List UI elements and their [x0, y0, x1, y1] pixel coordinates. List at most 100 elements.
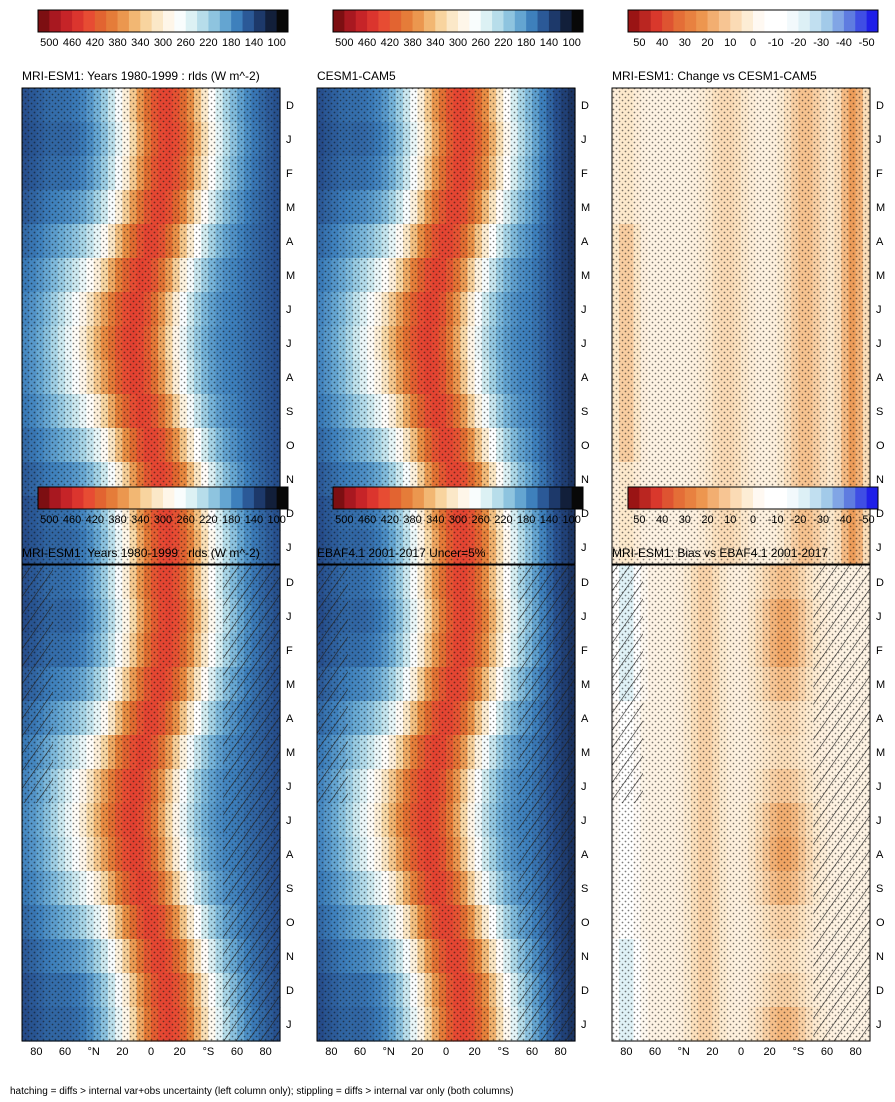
colorbar-swatch — [855, 487, 868, 509]
colorbar: 500 460 420 380 340 300 260 220 180 140 100 — [37, 9, 289, 49]
colorbar-swatch — [219, 10, 232, 32]
lat-tick-label: 20 — [469, 1046, 481, 1058]
colorbar-swatch — [401, 487, 414, 509]
colorbar-swatch — [117, 487, 130, 509]
month-tick-label: J — [286, 781, 292, 793]
month-tick-label: D — [286, 508, 294, 520]
month-tick-label: A — [876, 849, 884, 861]
colorbar-tick-label: 260 — [472, 37, 490, 49]
colorbar-swatch — [775, 487, 788, 509]
colorbar-swatch — [775, 10, 788, 32]
month-tick-label: F — [876, 168, 883, 180]
colorbar-swatch — [866, 10, 879, 32]
month-tick-label: J — [876, 304, 882, 316]
colorbar-swatch — [333, 10, 345, 32]
panel-title: EBAF4.1 2001-2017 Uncer=5% — [317, 546, 486, 560]
colorbar-swatch — [548, 487, 561, 509]
month-tick-label: M — [581, 679, 590, 691]
stippling-overlay — [22, 88, 280, 564]
colorbar-tick-label: 140 — [245, 514, 263, 526]
month-tick-label: N — [876, 951, 884, 963]
month-tick-label: D — [286, 985, 294, 997]
colorbar-tick-label: 260 — [177, 514, 195, 526]
colorbar-swatch — [446, 10, 459, 32]
colorbar-swatch — [673, 10, 686, 32]
colorbar-swatch — [571, 487, 584, 509]
colorbar-tick-label: 300 — [154, 514, 172, 526]
month-tick-label: A — [581, 236, 589, 248]
colorbar-swatch — [696, 487, 709, 509]
colorbar-swatch — [718, 487, 731, 509]
lat-tick-label: °S — [497, 1046, 509, 1058]
colorbar-swatch — [503, 487, 516, 509]
colorbar-swatch — [435, 487, 448, 509]
panel-frame — [316, 564, 576, 1042]
colorbar-swatch — [707, 487, 720, 509]
colorbar-swatch — [650, 10, 663, 32]
colorbar-tick-label: 500 — [335, 514, 353, 526]
colorbar-swatch — [832, 10, 845, 32]
colorbar-swatch — [480, 487, 493, 509]
colorbar-tick-label: -50 — [859, 37, 875, 49]
lat-tick-label: 80 — [620, 1046, 632, 1058]
hatching-overlay — [22, 565, 53, 803]
colorbar-tick-label: 500 — [40, 37, 58, 49]
colorbar-tick-label: 50 — [633, 37, 645, 49]
colorbar-swatch — [367, 487, 379, 509]
month-tick-label: S — [876, 406, 883, 418]
month-tick-label: J — [581, 134, 587, 146]
month-tick-label: J — [876, 611, 882, 623]
panel-frame — [21, 87, 281, 565]
colorbar-tick-label: 100 — [562, 514, 580, 526]
colorbar-swatch — [60, 10, 73, 32]
colorbar-tick-label: 460 — [358, 37, 376, 49]
colorbar-swatch — [106, 10, 119, 32]
month-tick-label: J — [876, 338, 882, 350]
colorbar-swatch — [378, 487, 391, 509]
colorbar-swatch — [128, 10, 141, 32]
colorbar-tick-label: 300 — [449, 514, 467, 526]
colorbar-swatch — [83, 487, 96, 509]
month-tick-label: M — [286, 202, 295, 214]
colorbar-tick-label: 20 — [701, 514, 713, 526]
month-tick-label: A — [286, 236, 294, 248]
month-tick-label: S — [581, 883, 588, 895]
panel-title: MRI-ESM1: Change vs CESM1-CAM5 — [612, 69, 817, 83]
colorbar-tick-label: 460 — [63, 514, 81, 526]
colorbar-swatch — [140, 487, 153, 509]
colorbar-tick-label: 180 — [517, 37, 535, 49]
month-tick-label: A — [581, 372, 589, 384]
month-tick-label: D — [581, 508, 589, 520]
month-tick-label: A — [876, 713, 884, 725]
colorbar: 500 460 420 380 340 300 260 220 180 140 100 — [37, 486, 289, 526]
month-tick-label: M — [876, 679, 885, 691]
colorbar-swatch — [787, 10, 799, 32]
colorbar-swatch — [412, 487, 425, 509]
colorbar-swatch — [809, 487, 822, 509]
colorbar-tick-label: 140 — [540, 37, 558, 49]
month-tick-label: J — [581, 1019, 587, 1031]
panel-middle-left: 80 60 °N 20 0 20 °S 60 80 D J F M A M J J A S O N D J EBAF4.1 2… — [316, 486, 590, 1058]
lat-tick-label: 0 — [443, 1046, 449, 1058]
colorbar-swatch — [401, 10, 414, 32]
colorbar-tick-label: 180 — [222, 37, 240, 49]
colorbar-swatch — [94, 10, 107, 32]
month-tick-label: J — [876, 134, 882, 146]
month-tick-label: J — [876, 781, 882, 793]
lat-tick-label: 60 — [649, 1046, 661, 1058]
lat-tick-label: 20 — [174, 1046, 186, 1058]
lat-tick-label: 60 — [821, 1046, 833, 1058]
colorbar-swatch — [548, 10, 561, 32]
colorbar-tick-label: 260 — [177, 37, 195, 49]
month-tick-label: M — [876, 202, 885, 214]
colorbar-swatch — [151, 10, 164, 32]
month-tick-label: D — [876, 577, 884, 589]
month-tick-label: F — [876, 645, 883, 657]
panel-title: CESM1-CAM5 — [317, 69, 396, 83]
month-tick-label: D — [581, 577, 589, 589]
colorbar-tick-label: 300 — [154, 37, 172, 49]
month-tick-label: J — [876, 1019, 882, 1031]
colorbar-tick-label: 220 — [494, 37, 512, 49]
colorbar-frame — [627, 9, 879, 33]
month-tick-label: J — [581, 304, 587, 316]
